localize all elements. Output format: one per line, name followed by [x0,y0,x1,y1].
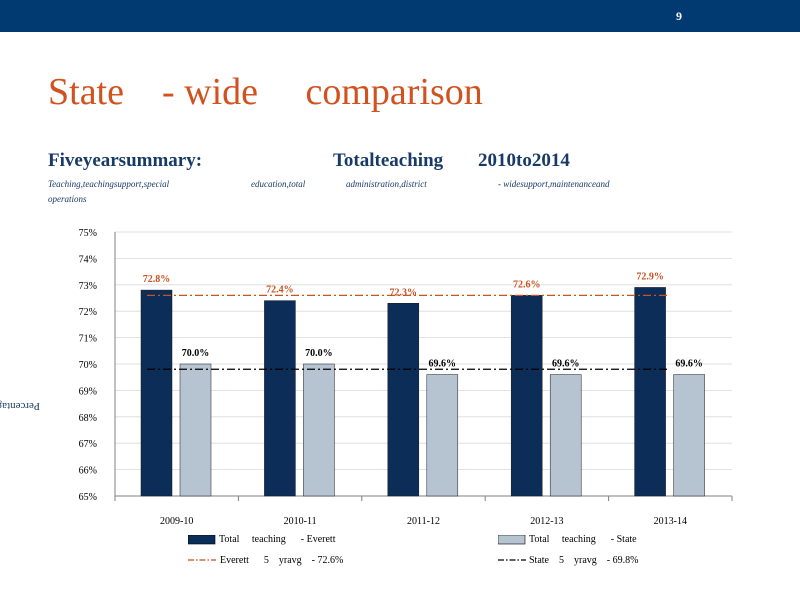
y-tick-label: 75% [79,228,97,239]
data-label: 72.9% [636,271,664,282]
bar-everett [634,287,666,497]
note-text-1: Teaching,teachingsupport,special [48,179,170,189]
data-label: 72.8% [143,274,171,285]
note-text-3: administration,district [346,179,427,189]
period-heading: 2010to2014 [478,150,570,171]
bar-state [549,374,582,497]
data-label: 70.0% [182,348,210,359]
header-bar: 9 [0,0,800,32]
legend-line-state-avg [498,559,526,561]
y-tick-label: 65% [79,492,97,503]
summary-heading: Fiveyearsummary: [48,150,203,171]
data-label: 69.6% [675,359,703,370]
x-tick-label: 2012-13 [530,516,563,527]
bar-state [673,374,705,497]
data-label: 72.3% [390,287,418,298]
bar-state [179,363,212,497]
y-tick-label: 67% [79,439,97,450]
data-label: 70.0% [305,348,333,359]
legend-label-everett-avg: Everett 5 yravg - 72.6% [220,555,344,566]
x-tick-label: 2009-10 [160,516,193,527]
legend-swatch-state [498,535,526,545]
legend-line-everett-avg [188,559,216,561]
bar-state [303,363,335,497]
y-tick-label: 70% [79,360,97,371]
data-label: 72.4% [266,285,294,296]
note-text-2: education,total [251,179,306,189]
bar-everett [510,295,543,497]
y-tick-label: 72% [79,307,97,318]
bar-everett [140,289,173,497]
note-text-5: operations [48,194,87,204]
legend-label-state-avg: State 5 yravg - 69.8% [529,555,639,566]
page-number: 9 [676,9,682,23]
y-tick-label: 69% [79,386,97,397]
legend-swatch-everett [188,535,216,545]
y-tick-label: 73% [79,281,97,292]
note-text-4: - widesupport,maintenanceand [498,179,610,189]
y-tick-label: 66% [79,466,97,477]
data-label: 72.6% [513,279,541,290]
y-tick-label: 71% [79,334,97,345]
bar-everett [387,303,420,497]
data-label: 69.6% [429,359,457,370]
x-tick-label: 2013-14 [654,516,687,527]
x-tick-label: 2011-12 [407,516,440,527]
y-tick-label: 68% [79,413,97,424]
legend-label-everett: Total teaching - Everett [219,534,336,545]
metric-heading: Totalteaching [333,150,444,171]
y-tick-label: 74% [79,254,97,265]
bar-state [426,374,459,497]
data-label: 69.6% [552,359,580,370]
bar-everett [264,300,296,497]
slide-title: State - wide comparison [48,71,483,113]
x-tick-label: 2010-11 [284,516,317,527]
legend-label-state: Total teaching - State [529,534,637,545]
